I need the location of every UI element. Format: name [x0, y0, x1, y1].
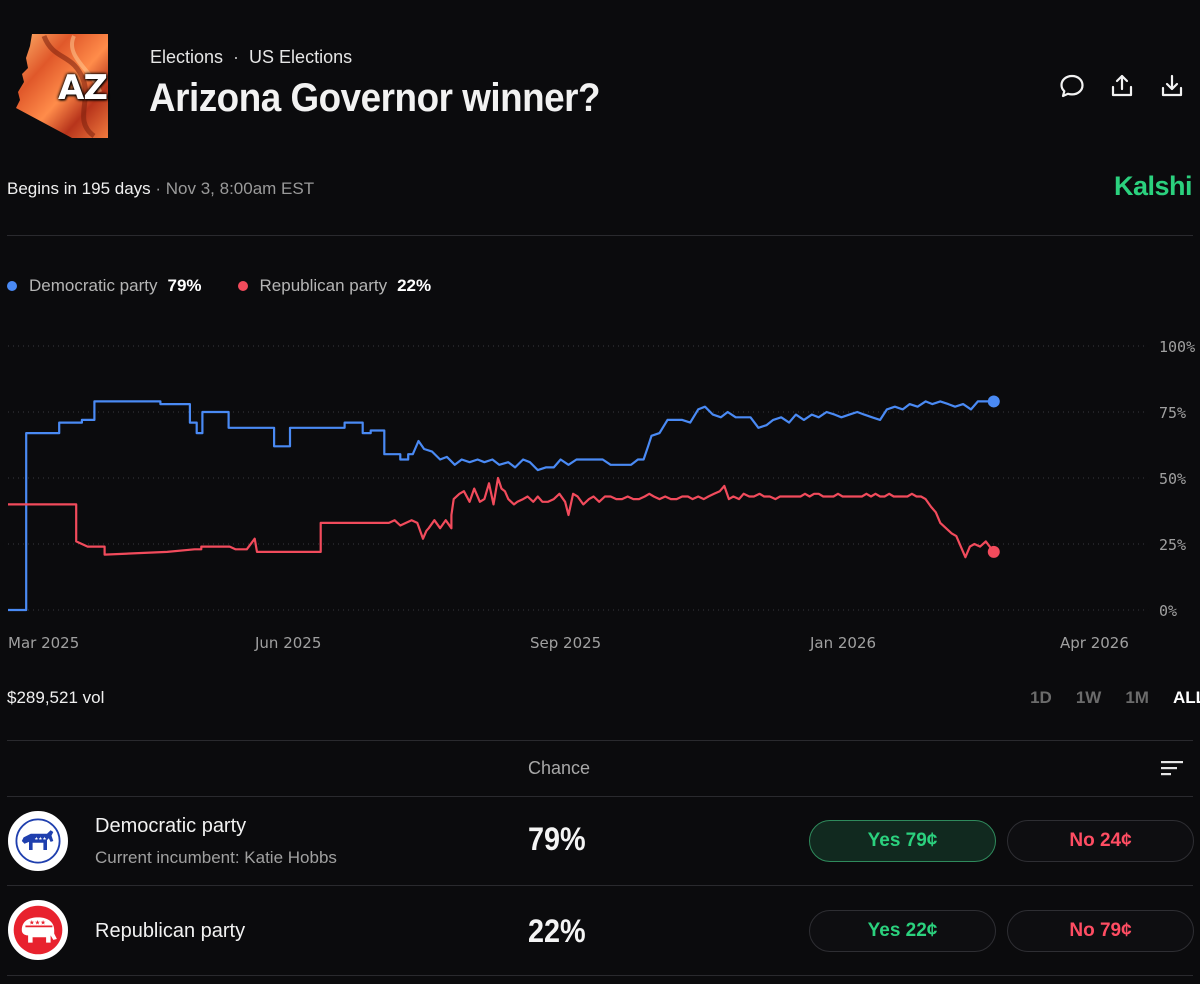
buy-yes-button[interactable]: Yes 22¢: [809, 910, 996, 952]
legend-value: 22%: [397, 276, 432, 295]
legend-item-republican: Republican party 22%: [237, 276, 432, 296]
y-tick-label: 75%: [1159, 404, 1186, 422]
series-line-republican: [8, 476, 995, 559]
x-tick-label: Mar 2025: [8, 634, 79, 652]
legend-item-democratic: Democratic party 79%: [7, 276, 202, 296]
democratic-donkey-icon: ★★★: [8, 811, 68, 871]
candidate-chance: 79%: [528, 821, 586, 857]
breadcrumb: Elections · US Elections: [150, 47, 352, 68]
range-all[interactable]: ALL: [1172, 688, 1200, 707]
x-tick-label: Apr 2026: [1060, 634, 1129, 652]
x-tick-label: Jan 2026: [809, 634, 876, 652]
legend-value: 79%: [167, 276, 202, 295]
table-row[interactable]: ★★★ Democratic party Current incumbent: …: [0, 797, 1200, 885]
legend-dot-icon: [237, 281, 248, 291]
comment-icon: [1060, 74, 1084, 98]
legend-label: Democratic party: [29, 276, 158, 295]
candidate-subtitle: Current incumbent: Katie Hobbs: [95, 848, 337, 867]
price-chart[interactable]: 100% 75% 50% 25% 0% Mar 2025 Jun 2025 Sep 2025 J…: [0, 330, 1200, 660]
republican-elephant-icon: ★★★: [8, 900, 68, 960]
divider: [7, 885, 1193, 886]
breadcrumb-us-elections[interactable]: US Elections: [249, 47, 353, 67]
y-tick-label: 100%: [1159, 338, 1195, 356]
begins-info: Begins in 195 days · Nov 3, 8:00am EST: [7, 179, 314, 199]
buy-no-button[interactable]: No 79¢: [1007, 910, 1194, 952]
x-tick-label: Sep 2025: [530, 634, 601, 652]
candidate-name: Republican party: [95, 920, 246, 942]
series-line-democratic: [8, 400, 994, 612]
logo-text: AZ: [58, 68, 108, 108]
begins-countdown: Begins in 195 days: [7, 179, 151, 198]
divider: [7, 975, 1193, 976]
arizona-logo: AZ: [14, 32, 114, 140]
candidate-name: Democratic party: [95, 815, 247, 837]
buy-yes-button[interactable]: Yes 79¢: [809, 820, 996, 862]
download-button[interactable]: [1158, 72, 1186, 100]
range-1m[interactable]: 1M: [1125, 688, 1149, 707]
x-tick-label: Jun 2025: [254, 634, 321, 652]
divider: [7, 796, 1193, 797]
table-row[interactable]: ★★★ Republican party 22% Yes 22¢ No 79¢: [0, 886, 1200, 976]
breadcrumb-separator: ·: [233, 47, 240, 67]
legend-label: Republican party: [259, 276, 388, 295]
share-button[interactable]: [1108, 72, 1136, 100]
series-endpoint-democratic: [987, 395, 1000, 408]
comment-button[interactable]: [1058, 72, 1086, 100]
candidate-chance: 22%: [528, 913, 586, 949]
legend-dot-icon: [7, 281, 17, 291]
y-tick-label: 50%: [1159, 470, 1186, 488]
range-1d[interactable]: 1D: [1030, 688, 1052, 707]
page-title: Arizona Governor winner?: [149, 76, 601, 120]
breadcrumb-elections[interactable]: Elections: [150, 47, 224, 67]
volume: $289,521 vol: [7, 688, 105, 707]
y-tick-label: 0%: [1159, 602, 1177, 620]
svg-text:★★★: ★★★: [29, 920, 46, 927]
time-range-selector: 1D 1W 1M ALL: [1030, 688, 1200, 708]
range-1w[interactable]: 1W: [1075, 688, 1102, 707]
sort-icon[interactable]: [1160, 758, 1184, 778]
download-icon: [1161, 74, 1183, 97]
svg-text:★★★: ★★★: [34, 836, 46, 842]
share-icon: [1111, 74, 1133, 97]
y-tick-label: 25%: [1159, 536, 1186, 554]
begins-date: · Nov 3, 8:00am EST: [155, 179, 315, 198]
buy-no-button[interactable]: No 24¢: [1007, 820, 1194, 862]
kalshi-logo[interactable]: Kalshi: [1113, 171, 1193, 201]
chart-legend: Democratic party 79% Republican party 22…: [7, 276, 431, 296]
chance-column-header: Chance: [528, 758, 591, 778]
divider: [7, 235, 1193, 236]
divider: [7, 740, 1193, 741]
series-endpoint-republican: [987, 545, 1000, 558]
